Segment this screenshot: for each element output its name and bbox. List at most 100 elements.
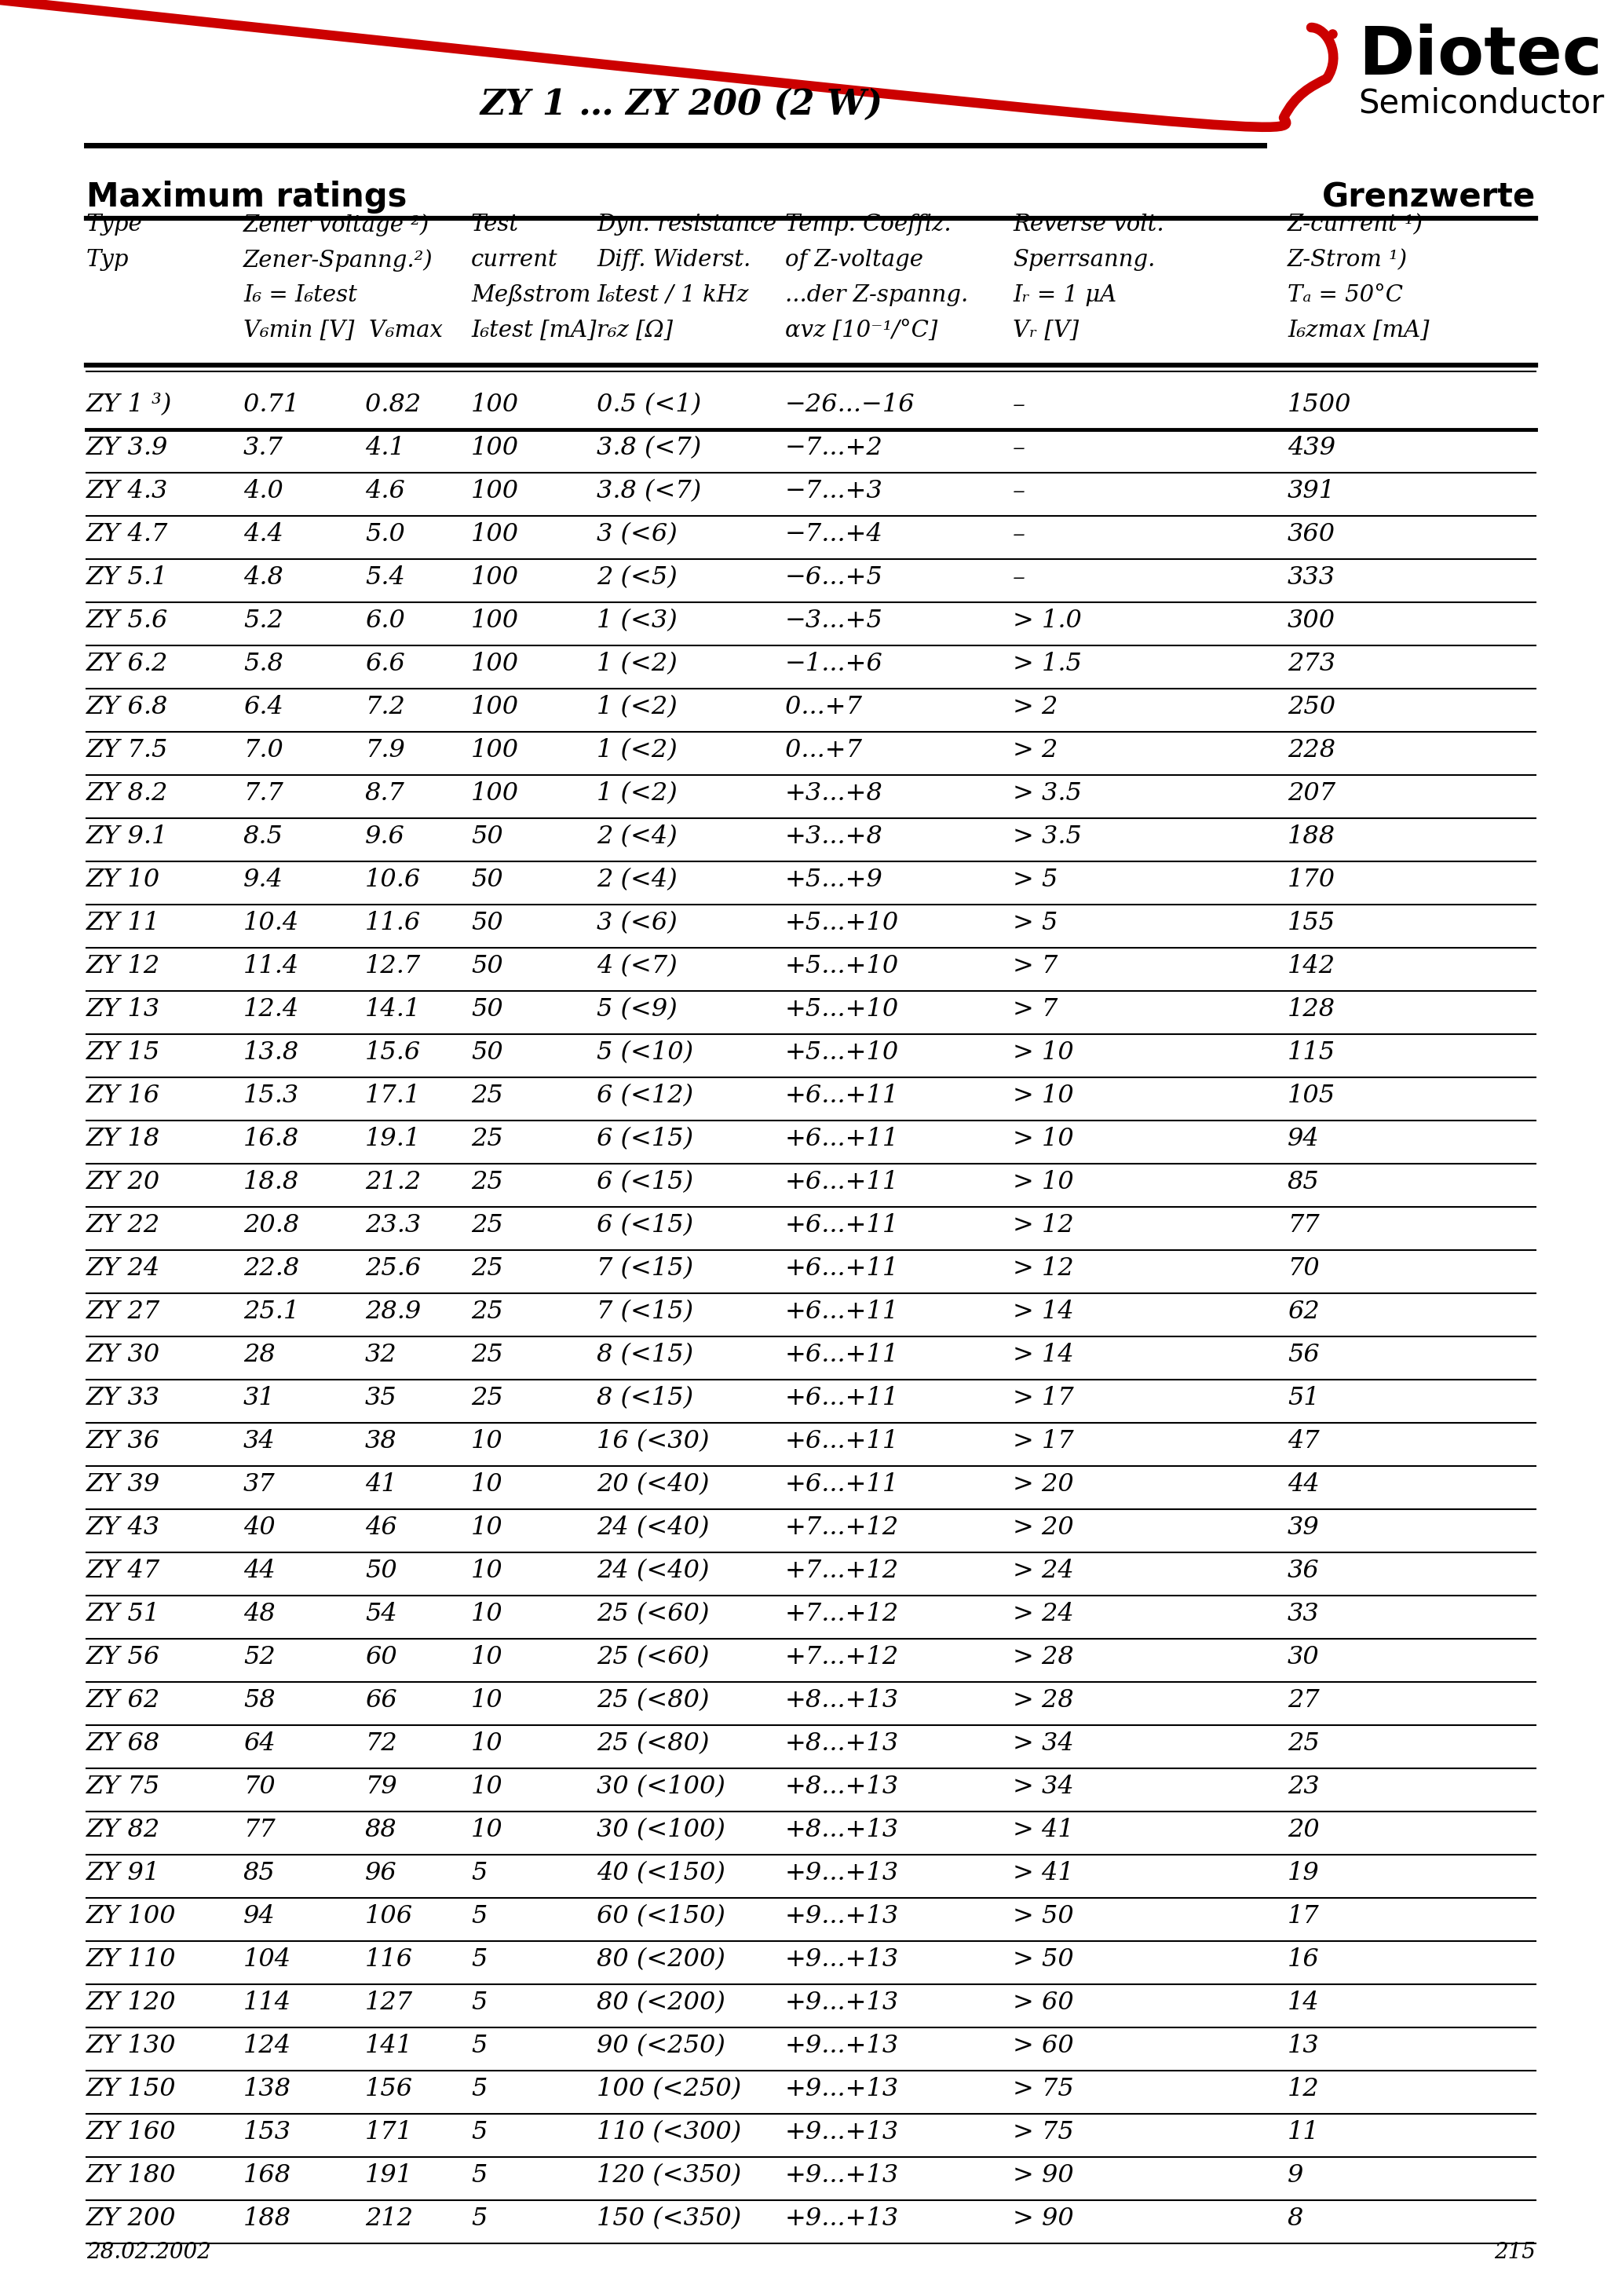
- Text: 10: 10: [470, 1644, 503, 1669]
- Text: 105: 105: [1288, 1084, 1335, 1107]
- Text: 171: 171: [365, 2119, 414, 2144]
- Text: Typ: Typ: [86, 248, 130, 271]
- Text: 100: 100: [470, 436, 519, 459]
- Text: 0...+7: 0...+7: [785, 737, 861, 762]
- Text: 33: 33: [1288, 1603, 1320, 1626]
- Text: –: –: [1012, 393, 1025, 416]
- Text: 50: 50: [365, 1559, 397, 1582]
- Text: 25 (<60): 25 (<60): [597, 1603, 709, 1626]
- Text: +9...+13: +9...+13: [785, 2206, 899, 2229]
- Text: 25 (<60): 25 (<60): [597, 1644, 709, 1669]
- Text: > 7: > 7: [1012, 996, 1058, 1022]
- Text: V₆min [V]  V₆max: V₆min [V] V₆max: [243, 319, 443, 342]
- Text: ZY 1 … ZY 200 (2 W): ZY 1 … ZY 200 (2 W): [480, 87, 882, 122]
- Text: 16 (<30): 16 (<30): [597, 1428, 709, 1453]
- Text: +9...+13: +9...+13: [785, 2076, 899, 2101]
- Text: 39: 39: [1288, 1515, 1320, 1541]
- Text: 3.8 (<7): 3.8 (<7): [597, 478, 701, 503]
- Text: ZY 22: ZY 22: [86, 1212, 161, 1238]
- Text: ZY 15: ZY 15: [86, 1040, 161, 1065]
- Text: 104: 104: [243, 1947, 292, 1972]
- Text: 10.6: 10.6: [365, 868, 422, 891]
- Text: 212: 212: [365, 2206, 414, 2229]
- Text: −7...+4: −7...+4: [785, 521, 882, 546]
- Text: 0.71: 0.71: [243, 393, 300, 416]
- Text: 5 (<9): 5 (<9): [597, 996, 678, 1022]
- Text: –: –: [1012, 478, 1025, 503]
- Text: > 28: > 28: [1012, 1688, 1074, 1713]
- Text: 100: 100: [470, 608, 519, 634]
- Text: > 41: > 41: [1012, 1818, 1074, 1841]
- Text: 142: 142: [1288, 953, 1335, 978]
- Text: 22.8: 22.8: [243, 1256, 300, 1281]
- Text: > 28: > 28: [1012, 1644, 1074, 1669]
- Text: 51: 51: [1288, 1384, 1320, 1410]
- Text: 50: 50: [470, 996, 503, 1022]
- Text: > 2: > 2: [1012, 696, 1058, 719]
- Text: Dyn. resistance: Dyn. resistance: [597, 214, 777, 236]
- Text: 25: 25: [470, 1343, 503, 1366]
- Text: 30: 30: [1288, 1644, 1320, 1669]
- Text: 8: 8: [1288, 2206, 1304, 2229]
- Text: ZY 180: ZY 180: [86, 2163, 177, 2188]
- Text: 24 (<40): 24 (<40): [597, 1515, 709, 1541]
- Text: current: current: [470, 248, 558, 271]
- Text: 58: 58: [243, 1688, 276, 1713]
- Text: ZY 200: ZY 200: [86, 2206, 177, 2229]
- Text: 25: 25: [470, 1169, 503, 1194]
- Text: ZY 43: ZY 43: [86, 1515, 161, 1541]
- Text: Diotec: Diotec: [1358, 23, 1603, 90]
- Text: Diff. Widerst.: Diff. Widerst.: [597, 248, 751, 271]
- Text: 40: 40: [243, 1515, 276, 1541]
- Text: ZY 130: ZY 130: [86, 2034, 177, 2057]
- Text: ZY 27: ZY 27: [86, 1300, 161, 1322]
- Text: 100: 100: [470, 737, 519, 762]
- Text: ZY 5.6: ZY 5.6: [86, 608, 169, 634]
- Text: 215: 215: [1494, 2241, 1536, 2264]
- Text: 10: 10: [470, 1515, 503, 1541]
- Text: 30 (<100): 30 (<100): [597, 1818, 725, 1841]
- Text: > 17: > 17: [1012, 1384, 1074, 1410]
- Text: 52: 52: [243, 1644, 276, 1669]
- Text: 25 (<80): 25 (<80): [597, 1688, 709, 1713]
- Text: +9...+13: +9...+13: [785, 2119, 899, 2144]
- Text: 66: 66: [365, 1688, 397, 1713]
- Text: 3.7: 3.7: [243, 436, 284, 459]
- Text: 7 (<15): 7 (<15): [597, 1300, 693, 1322]
- Text: 13: 13: [1288, 2034, 1320, 2057]
- Text: 27: 27: [1288, 1688, 1320, 1713]
- Text: 6 (<15): 6 (<15): [597, 1169, 693, 1194]
- Text: −26...−16: −26...−16: [785, 393, 915, 416]
- Text: 100: 100: [470, 393, 519, 416]
- Text: 4.4: 4.4: [243, 521, 284, 546]
- Text: 5: 5: [470, 2163, 487, 2188]
- Text: –: –: [1012, 565, 1025, 590]
- Text: 50: 50: [470, 824, 503, 850]
- Text: 40 (<150): 40 (<150): [597, 1860, 725, 1885]
- Text: ZY 82: ZY 82: [86, 1818, 161, 1841]
- Text: 100: 100: [470, 565, 519, 590]
- Text: 141: 141: [365, 2034, 414, 2057]
- Text: 18.8: 18.8: [243, 1169, 300, 1194]
- Text: −1...+6: −1...+6: [785, 652, 882, 675]
- Text: 50: 50: [470, 868, 503, 891]
- Text: +6...+11: +6...+11: [785, 1084, 899, 1107]
- Text: 20 (<40): 20 (<40): [597, 1472, 709, 1497]
- Text: 360: 360: [1288, 521, 1335, 546]
- Text: 50: 50: [470, 1040, 503, 1065]
- Text: 10: 10: [470, 1472, 503, 1497]
- Text: > 90: > 90: [1012, 2163, 1074, 2188]
- Text: +3...+8: +3...+8: [785, 781, 882, 806]
- Text: > 3.5: > 3.5: [1012, 824, 1082, 850]
- Text: +5...+10: +5...+10: [785, 953, 899, 978]
- Text: 228: 228: [1288, 737, 1335, 762]
- Text: ZY 150: ZY 150: [86, 2076, 177, 2101]
- Text: 28: 28: [243, 1343, 276, 1366]
- Text: 60 (<150): 60 (<150): [597, 1903, 725, 1929]
- Text: 5: 5: [470, 1860, 487, 1885]
- Text: 5: 5: [470, 1991, 487, 2014]
- Text: 156: 156: [365, 2076, 414, 2101]
- Text: > 60: > 60: [1012, 2034, 1074, 2057]
- Text: 155: 155: [1288, 912, 1335, 934]
- Text: 150 (<350): 150 (<350): [597, 2206, 741, 2229]
